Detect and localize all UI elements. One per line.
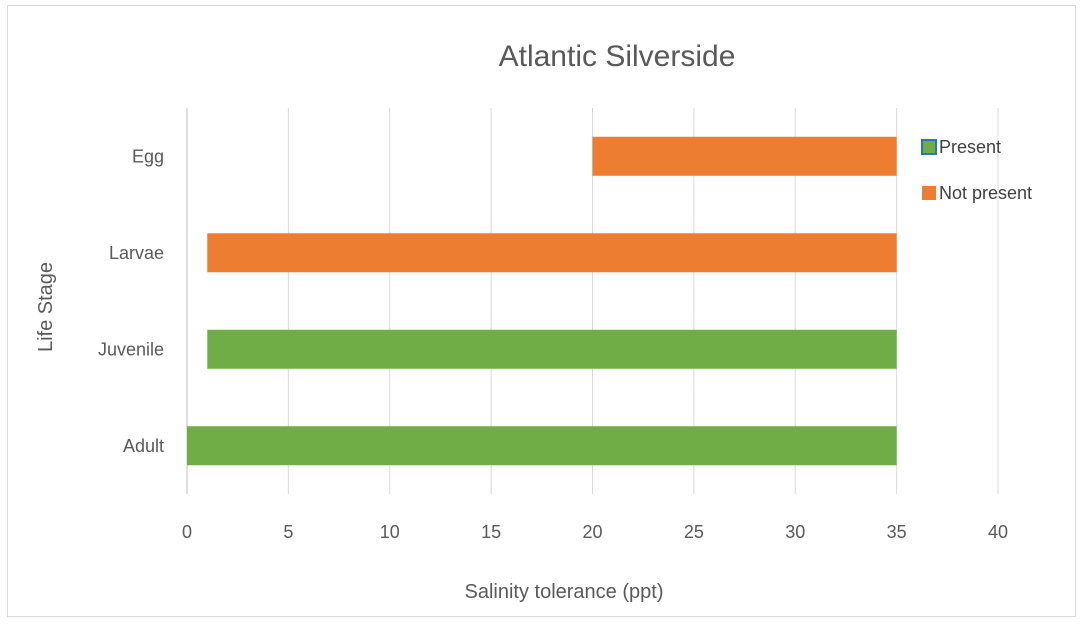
x-tick-label-20: 20 [582, 522, 602, 542]
x-tick-label-30: 30 [785, 522, 805, 542]
bar-adult [187, 426, 897, 466]
y-axis-title: Life Stage [35, 262, 57, 352]
category-labels: Adult Juvenile Larvae Egg [98, 146, 164, 456]
bar-larvae [207, 233, 897, 273]
chart-title: Atlantic Silverside [499, 40, 736, 73]
x-tick-label-10: 10 [380, 522, 400, 542]
x-tick-label-40: 40 [988, 522, 1008, 542]
x-axis-title: Salinity tolerance (ppt) [465, 581, 664, 603]
bar-egg [592, 136, 897, 176]
legend-swatch-present [921, 139, 937, 155]
x-tick-label-25: 25 [684, 522, 704, 542]
legend-label-not-present: Not present [939, 183, 1032, 203]
category-label-adult: Adult [123, 436, 164, 456]
legend-label-present: Present [939, 137, 1001, 157]
x-tick-label-5: 5 [283, 522, 293, 542]
tick-labels: 0 5 10 15 20 25 30 35 40 [182, 522, 1008, 542]
category-label-juvenile: Juvenile [98, 339, 164, 359]
legend-swatch-not-present [922, 186, 936, 200]
x-tick-label-0: 0 [182, 522, 192, 542]
x-tick-label-15: 15 [481, 522, 501, 542]
legend: Present Not present [921, 137, 1032, 203]
x-tick-label-35: 35 [887, 522, 907, 542]
bar-juvenile [207, 329, 897, 369]
chart-frame [7, 5, 1076, 617]
bars [187, 136, 897, 466]
category-label-larvae: Larvae [109, 243, 164, 263]
category-label-egg: Egg [132, 146, 164, 166]
